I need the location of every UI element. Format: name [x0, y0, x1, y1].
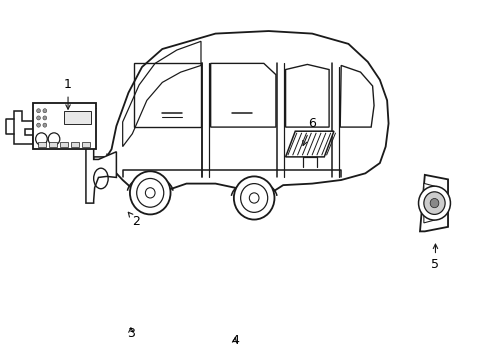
Polygon shape — [122, 41, 201, 147]
Text: 3: 3 — [127, 327, 135, 339]
FancyBboxPatch shape — [60, 142, 68, 147]
Text: 2: 2 — [128, 212, 140, 228]
Circle shape — [423, 192, 444, 215]
Text: 6: 6 — [302, 117, 315, 145]
Text: 1: 1 — [64, 78, 72, 109]
Circle shape — [37, 109, 41, 113]
FancyBboxPatch shape — [71, 142, 79, 147]
Polygon shape — [86, 147, 116, 203]
Circle shape — [48, 133, 60, 145]
Polygon shape — [285, 131, 333, 157]
Polygon shape — [423, 183, 434, 223]
Circle shape — [43, 116, 47, 120]
FancyBboxPatch shape — [49, 142, 57, 147]
Circle shape — [36, 133, 47, 145]
Circle shape — [429, 198, 438, 208]
FancyBboxPatch shape — [82, 142, 90, 147]
Polygon shape — [106, 31, 388, 195]
Circle shape — [130, 171, 170, 215]
Text: 4: 4 — [230, 334, 238, 347]
Circle shape — [37, 116, 41, 120]
Text: 5: 5 — [430, 244, 439, 271]
Circle shape — [43, 123, 47, 127]
Circle shape — [233, 176, 274, 220]
Polygon shape — [14, 111, 33, 144]
Circle shape — [43, 109, 47, 113]
FancyBboxPatch shape — [64, 111, 91, 124]
Circle shape — [37, 123, 41, 127]
FancyBboxPatch shape — [38, 142, 46, 147]
Circle shape — [418, 186, 449, 220]
FancyBboxPatch shape — [33, 103, 95, 149]
Polygon shape — [419, 175, 447, 231]
